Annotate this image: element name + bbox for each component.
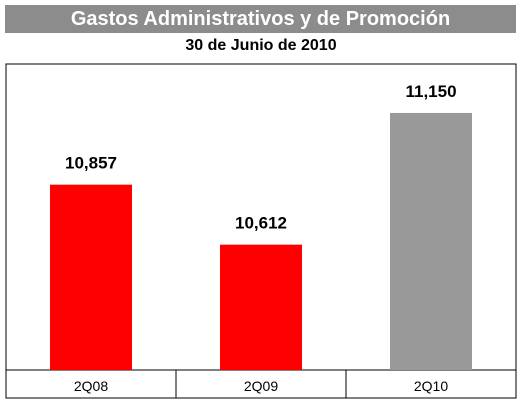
data-label-2q10: 11,150 [405, 82, 456, 101]
bar-2q08 [50, 184, 132, 370]
data-label-2q08: 10,857 [65, 154, 117, 173]
x-tick-label-2q09: 2Q09 [244, 378, 278, 394]
x-tick-label-2q10: 2Q10 [414, 378, 448, 394]
plot-frame [5, 63, 517, 399]
chart-title: Gastos Administrativos y de Promoción [5, 5, 516, 33]
x-tick-label-2q08: 2Q08 [74, 378, 108, 394]
bar-2q09 [220, 244, 302, 370]
data-label-2q09: 10,612 [235, 214, 287, 233]
bar-2q10 [390, 112, 472, 371]
chart-subtitle: 30 de Junio de 2010 [185, 37, 337, 54]
